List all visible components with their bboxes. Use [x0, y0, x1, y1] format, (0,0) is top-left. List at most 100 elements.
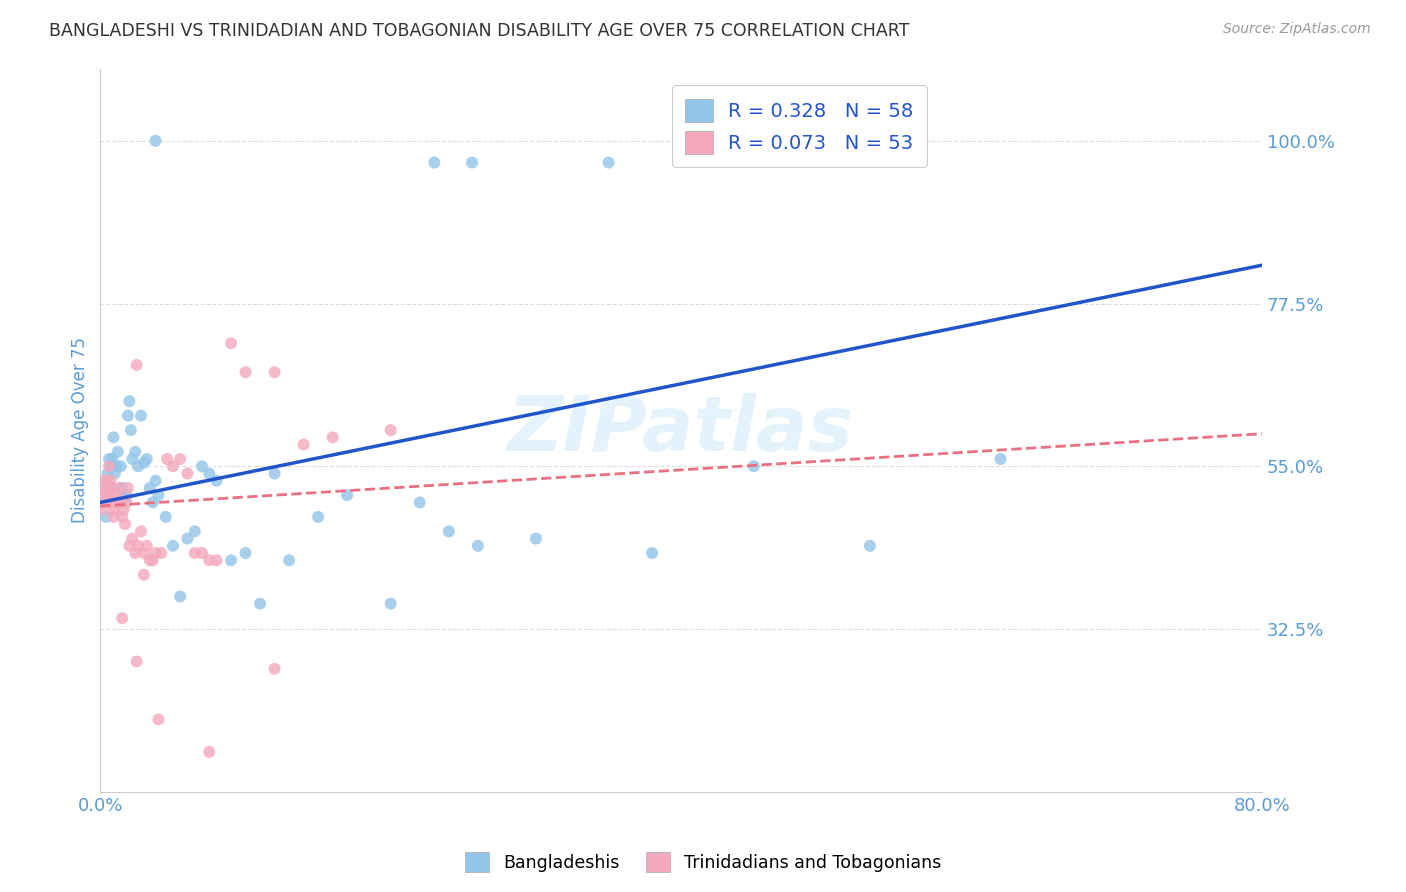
Point [104, 502, 127, 516]
Y-axis label: Disability Age Over 75: Disability Age Over 75 [72, 337, 89, 523]
Point [91, 502, 114, 516]
Point [107, 488, 129, 502]
Point [176, 532, 198, 546]
Point [138, 481, 160, 495]
Point [467, 539, 489, 553]
Point [114, 491, 136, 506]
Point [142, 495, 165, 509]
Point [183, 524, 205, 539]
Point [249, 597, 271, 611]
Point [859, 539, 882, 553]
Point [138, 553, 160, 567]
Point [437, 524, 460, 539]
Point [142, 553, 165, 567]
Point [263, 365, 285, 379]
Point [183, 546, 205, 560]
Point [98, 495, 121, 509]
Point [461, 155, 484, 169]
Point [115, 488, 138, 502]
Point [124, 546, 146, 560]
Point [278, 553, 301, 567]
Point [125, 358, 148, 372]
Point [155, 509, 177, 524]
Text: BANGLADESHI VS TRINIDADIAN AND TOBAGONIAN DISABILITY AGE OVER 75 CORRELATION CHA: BANGLADESHI VS TRINIDADIAN AND TOBAGONIA… [49, 22, 910, 40]
Point [423, 155, 446, 169]
Point [111, 481, 134, 495]
Point [198, 553, 221, 567]
Point [198, 467, 221, 481]
Point [97, 488, 120, 502]
Point [117, 481, 139, 495]
Point [105, 495, 128, 509]
Point [205, 553, 228, 567]
Point [409, 495, 432, 509]
Point [598, 155, 620, 169]
Point [100, 474, 122, 488]
Point [104, 467, 127, 481]
Point [98, 459, 121, 474]
Point [191, 546, 214, 560]
Point [118, 539, 141, 553]
Point [91, 488, 114, 502]
Point [107, 445, 129, 459]
Point [121, 532, 143, 546]
Point [125, 655, 148, 669]
Point [162, 539, 184, 553]
Point [205, 474, 228, 488]
Point [524, 532, 547, 546]
Point [156, 452, 179, 467]
Point [129, 524, 152, 539]
Point [97, 467, 120, 481]
Point [97, 488, 120, 502]
Legend: R = 0.328   N = 58, R = 0.073   N = 53: R = 0.328 N = 58, R = 0.073 N = 53 [672, 86, 927, 168]
Point [111, 611, 134, 625]
Point [235, 546, 257, 560]
Point [100, 481, 122, 495]
Point [120, 423, 142, 437]
Point [380, 423, 402, 437]
Point [135, 452, 157, 467]
Point [121, 452, 143, 467]
Point [235, 365, 257, 379]
Point [307, 509, 329, 524]
Point [127, 459, 149, 474]
Point [100, 488, 122, 502]
Text: ZIPatlas: ZIPatlas [508, 393, 853, 467]
Point [112, 502, 135, 516]
Legend: Bangladeshis, Trinidadians and Tobagonians: Bangladeshis, Trinidadians and Tobagonia… [458, 845, 948, 879]
Point [103, 430, 125, 444]
Point [96, 481, 118, 495]
Point [98, 452, 121, 467]
Point [105, 459, 128, 474]
Point [97, 474, 120, 488]
Point [990, 452, 1012, 467]
Point [150, 546, 173, 560]
Point [110, 459, 132, 474]
Point [145, 474, 167, 488]
Point [103, 509, 125, 524]
Point [169, 452, 191, 467]
Point [115, 495, 138, 509]
Point [263, 662, 285, 676]
Point [110, 495, 132, 509]
Point [129, 409, 152, 423]
Point [145, 546, 167, 560]
Point [101, 452, 124, 467]
Point [148, 488, 170, 502]
Point [98, 495, 121, 509]
Point [108, 495, 131, 509]
Point [114, 517, 136, 532]
Point [148, 712, 170, 726]
Point [322, 430, 344, 444]
Point [219, 336, 242, 351]
Point [101, 495, 124, 509]
Point [380, 597, 402, 611]
Point [162, 459, 184, 474]
Point [292, 437, 315, 451]
Point [112, 488, 135, 502]
Point [145, 134, 167, 148]
Point [176, 467, 198, 481]
Point [169, 590, 191, 604]
Point [132, 567, 155, 582]
Point [742, 459, 765, 474]
